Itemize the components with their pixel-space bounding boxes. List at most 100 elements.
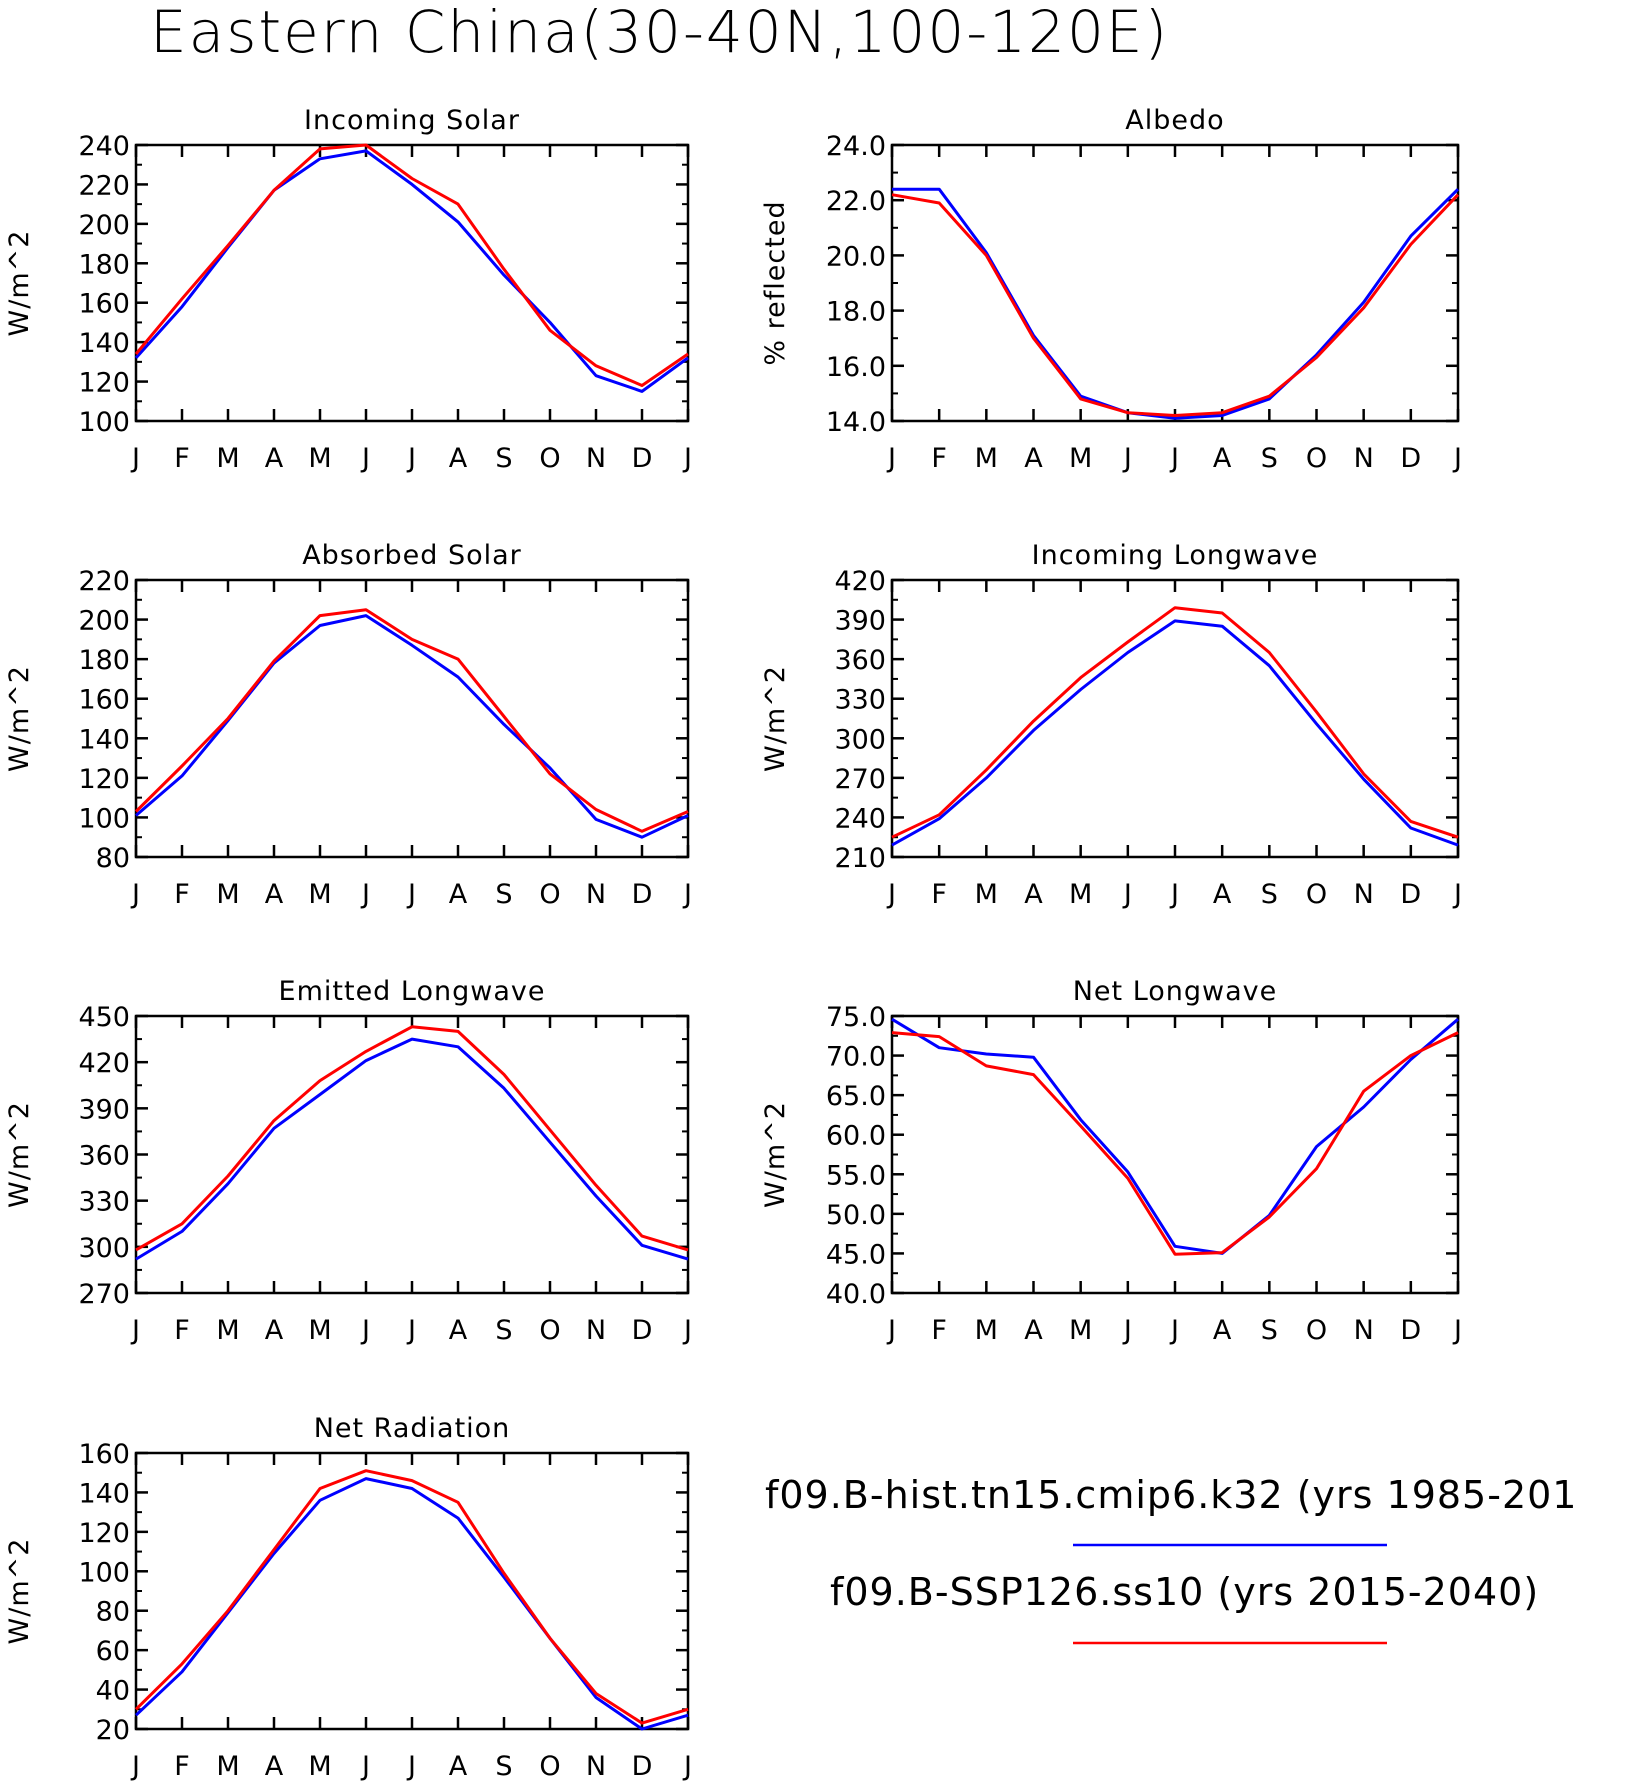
y-axis-label: % reflected	[760, 200, 791, 365]
y-tick-label: 40	[96, 1676, 130, 1707]
x-tick-label: J	[682, 1315, 692, 1346]
y-tick-label: 55.0	[826, 1160, 886, 1191]
series-line-ssp	[134, 608, 689, 833]
x-tick-label: J	[1122, 879, 1132, 910]
x-tick-label: F	[931, 879, 947, 910]
x-tick-label: M	[975, 1315, 998, 1346]
x-tick-label: J	[682, 443, 692, 474]
x-tick-label: A	[449, 1315, 468, 1346]
series-line-ssp	[134, 1469, 689, 1725]
y-tick-label: 180	[78, 249, 130, 280]
x-tick-label: F	[174, 879, 190, 910]
panel-incoming-longwave: Incoming Longwave W/m^2 210 240 270 300 330 360…	[760, 540, 1462, 910]
y-tick-label: 240	[834, 803, 886, 834]
x-tick-label: A	[1213, 1315, 1232, 1346]
y-tick-label: 100	[78, 1557, 130, 1588]
x-tick-label: M	[308, 443, 331, 474]
x-tick-label: F	[931, 1315, 947, 1346]
y-tick-label: 270	[78, 1279, 130, 1310]
x-tick-label: F	[174, 1751, 190, 1782]
panel-emitted-longwave: Emitted Longwave W/m^2 270 300 330 360 390 420 4…	[4, 976, 692, 1346]
x-tick-label: J	[1452, 1315, 1462, 1346]
x-tick-label: N	[586, 879, 606, 910]
x-tick-label: J	[886, 1315, 896, 1346]
x-tick-label: D	[632, 879, 653, 910]
x-tick-label: A	[265, 879, 284, 910]
x-tick-label: J	[886, 443, 896, 474]
plot-frame	[134, 1451, 690, 1731]
x-tick-label: N	[586, 1315, 606, 1346]
x-tick-label: J	[1169, 1315, 1179, 1346]
x-tick-label: F	[931, 443, 947, 474]
series-line-ssp	[891, 1031, 1459, 1256]
x-tick-label: O	[1306, 443, 1327, 474]
figure-title: Eastern China(30-40N,100-120E)	[150, 0, 1169, 66]
x-tick-label: S	[1261, 1315, 1278, 1346]
y-tick-label: 390	[834, 606, 886, 637]
x-tick-label: A	[265, 443, 284, 474]
x-tick-label: M	[308, 1315, 331, 1346]
plot-frame	[134, 1014, 690, 1295]
y-tick-label: 270	[834, 764, 886, 795]
x-tick-label: A	[449, 443, 468, 474]
x-tick-label: A	[1213, 879, 1232, 910]
y-tick-label: 140	[78, 724, 130, 755]
x-tick-label: M	[975, 879, 998, 910]
y-tick-label: 24.0	[826, 131, 886, 162]
legend-label-hist: f09.B-hist.tn15.cmip6.k32 (yrs 1985-201	[765, 1473, 1577, 1517]
y-tick-label: 120	[78, 1518, 130, 1549]
y-tick-label: 240	[78, 131, 130, 162]
x-tick-label: O	[539, 1751, 560, 1782]
plot-frame	[890, 143, 1460, 423]
y-tick-label: 16.0	[826, 352, 886, 383]
x-tick-label: J	[1452, 443, 1462, 474]
y-tick-label: 80	[96, 843, 130, 874]
series-line-hist	[891, 1017, 1459, 1255]
panel-title: Incoming Longwave	[1032, 540, 1319, 571]
y-tick-label: 420	[78, 1048, 130, 1079]
x-tick-label: J	[1452, 879, 1462, 910]
panel-title: Albedo	[1125, 105, 1224, 136]
y-tick-label: 100	[78, 803, 130, 834]
x-tick-label: J	[682, 1751, 692, 1782]
y-tick-label: 40.0	[826, 1279, 886, 1310]
y-tick-label: 300	[834, 724, 886, 755]
series-line-hist	[891, 619, 1459, 847]
x-tick-label: J	[360, 1315, 370, 1346]
y-tick-label: 390	[78, 1094, 130, 1125]
x-tick-label: S	[495, 1751, 512, 1782]
y-tick-label: 20.0	[826, 241, 886, 272]
y-tick-label: 210	[834, 843, 886, 874]
x-tick-label: O	[1306, 1315, 1327, 1346]
x-tick-label: J	[1122, 443, 1132, 474]
y-tick-label: 450	[78, 1002, 130, 1033]
y-tick-label: 70.0	[826, 1042, 886, 1073]
series-line-ssp	[891, 193, 1460, 417]
x-tick-label: F	[174, 1315, 190, 1346]
x-tick-label: J	[406, 1315, 416, 1346]
legend: f09.B-hist.tn15.cmip6.k32 (yrs 1985-201 …	[765, 1473, 1577, 1645]
x-tick-label: J	[360, 443, 370, 474]
y-tick-label: 140	[78, 1478, 130, 1509]
x-tick-label: S	[1261, 443, 1278, 474]
y-tick-label: 160	[78, 289, 130, 320]
x-tick-label: A	[449, 1751, 468, 1782]
y-tick-label: 18.0	[826, 297, 886, 328]
series-line-hist	[135, 1037, 689, 1261]
y-tick-label: 140	[78, 328, 130, 359]
x-tick-label: O	[539, 443, 560, 474]
y-tick-label: 120	[78, 764, 130, 795]
x-tick-label: A	[265, 1751, 284, 1782]
series-line-hist	[134, 149, 689, 393]
x-tick-label: O	[539, 879, 560, 910]
y-tick-label: 420	[834, 566, 886, 597]
y-tick-label: 360	[834, 645, 886, 676]
x-tick-label: M	[216, 443, 239, 474]
x-tick-label: M	[216, 879, 239, 910]
x-tick-label: N	[1354, 1315, 1374, 1346]
series-line-ssp	[135, 1025, 689, 1252]
x-tick-label: J	[360, 1751, 370, 1782]
y-axis-label: W/m^2	[4, 1538, 35, 1645]
x-tick-label: A	[1024, 1315, 1043, 1346]
